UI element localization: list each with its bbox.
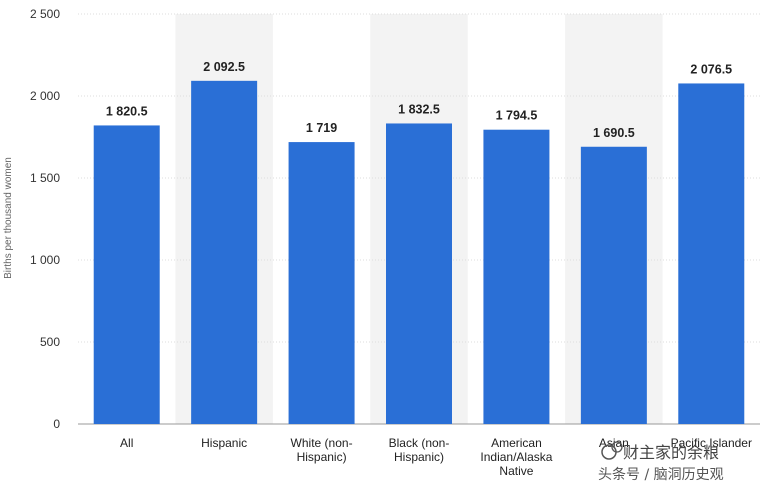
bar <box>580 146 647 424</box>
bar <box>678 83 745 424</box>
x-tick-label: American Indian/Alaska Native <box>480 436 552 478</box>
bar <box>386 123 452 424</box>
x-tick-label: White (non-Hispanic) <box>291 436 353 464</box>
x-tick-label: Hispanic <box>201 436 247 450</box>
bar <box>288 142 355 425</box>
data-label: 1 719 <box>306 121 337 135</box>
data-label: 1 690.5 <box>593 126 635 140</box>
data-label: 1 794.5 <box>496 109 538 123</box>
y-tick-label: 1 000 <box>30 253 60 267</box>
y-axis-label: Births per thousand women <box>3 157 14 279</box>
watermark: 财主家的余粮 头条号 / 脑洞历史观 <box>598 441 724 483</box>
data-label: 1 820.5 <box>106 104 148 118</box>
x-tick-label: Pacific Islander <box>671 436 752 450</box>
data-label: 2 092.5 <box>203 60 245 74</box>
bars <box>93 80 745 425</box>
y-tick-label: 2 500 <box>30 7 60 21</box>
bar <box>191 80 258 424</box>
y-tick-label: 500 <box>40 335 60 349</box>
watermark-line2: 头条号 / 脑洞历史观 <box>598 466 724 483</box>
bar <box>483 129 550 424</box>
y-axis-ticks: 0 500 1 000 1 500 2 000 2 500 <box>30 7 60 431</box>
x-tick-label: All <box>120 436 133 450</box>
wechat-icon-inner <box>611 441 623 453</box>
y-tick-label: 1 500 <box>30 171 60 185</box>
bar <box>93 125 160 425</box>
watermark-line1: 财主家的余粮 <box>623 443 719 462</box>
y-tick-label: 0 <box>53 417 60 431</box>
value-labels: 1 820.5 2 092.5 1 719 1 832.5 1 794.5 1 690.5… <box>106 60 732 140</box>
x-tick-label: Black (non-Hispanic) <box>389 436 450 464</box>
y-tick-label: 2 000 <box>30 89 60 103</box>
data-label: 1 832.5 <box>398 102 440 116</box>
data-label: 2 076.5 <box>690 62 732 76</box>
category-labels: All Hispanic White (non-Hispanic) Black (no… <box>120 436 752 478</box>
